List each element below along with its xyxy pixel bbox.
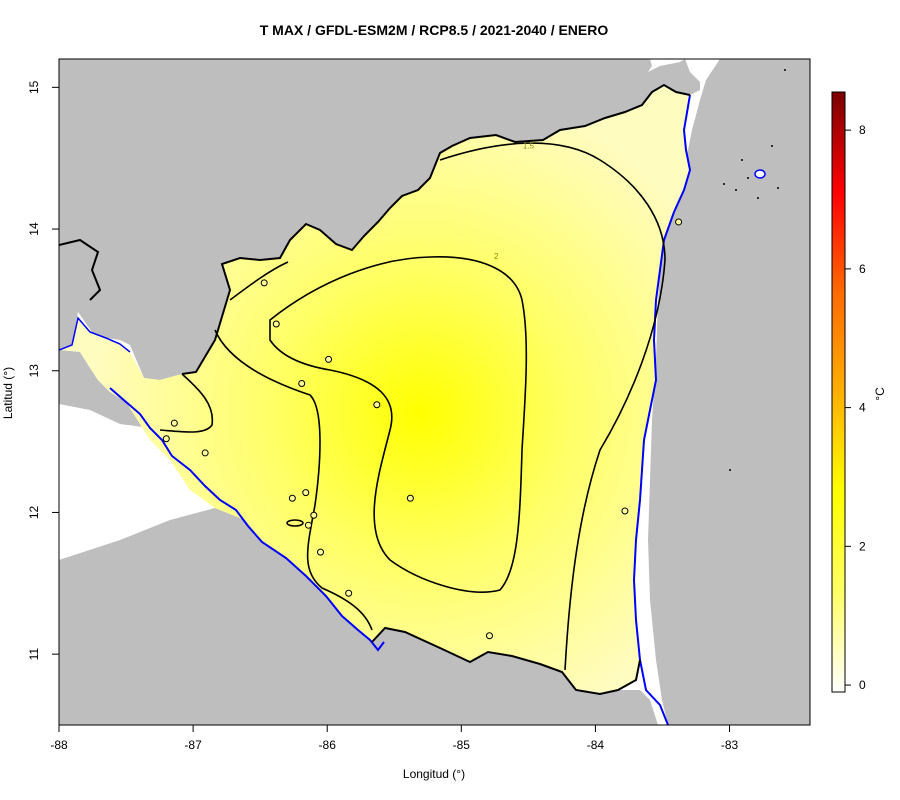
colorbar-tick-label: 2 bbox=[859, 539, 866, 553]
station-point bbox=[302, 489, 310, 497]
station-point bbox=[373, 401, 381, 409]
x-axis-label: Longitud (°) bbox=[403, 767, 465, 781]
northern-border bbox=[181, 83, 691, 375]
stations-layer bbox=[162, 218, 683, 640]
y-axis-label: Latitud (°) bbox=[1, 367, 15, 419]
map-panel: 1.5 2 bbox=[59, 59, 810, 725]
x-tick-label: -87 bbox=[184, 738, 202, 752]
station-point bbox=[170, 419, 178, 427]
x-tick-label: -86 bbox=[319, 738, 337, 752]
y-tick-label: 14 bbox=[27, 222, 41, 236]
colorbar-tick-label: 8 bbox=[859, 123, 866, 137]
y-tick-label: 15 bbox=[27, 80, 41, 94]
station-point bbox=[325, 355, 333, 363]
contour-1.5-north bbox=[439, 142, 666, 671]
lake-island bbox=[286, 519, 304, 527]
station-point bbox=[298, 379, 306, 387]
corn-island bbox=[754, 169, 766, 179]
island-dot bbox=[741, 159, 743, 161]
contour-label-1: 1.5 bbox=[523, 141, 535, 150]
caribbean-islands bbox=[723, 69, 786, 471]
island-dot bbox=[729, 469, 731, 471]
map-title: T MAX / GFDL-ESM2M / RCP8.5 / 2021-2040 … bbox=[260, 22, 609, 38]
station-point bbox=[310, 511, 318, 519]
station-point bbox=[162, 435, 170, 443]
station-point bbox=[406, 494, 414, 502]
y-tick-label: 11 bbox=[27, 648, 41, 661]
station-point bbox=[485, 632, 493, 640]
contour-1.5-southwest bbox=[214, 329, 373, 631]
island-dot bbox=[784, 69, 786, 71]
colorbar-tick-label: 4 bbox=[859, 401, 866, 415]
y-tick-label: 12 bbox=[27, 505, 41, 519]
pacific-coastline bbox=[109, 387, 385, 652]
colorbar-unit-label: °C bbox=[873, 387, 887, 401]
y-axis: 11 12 13 14 15 bbox=[27, 80, 59, 660]
x-tick-label: -83 bbox=[721, 738, 739, 752]
contours bbox=[159, 142, 666, 671]
x-tick-label: -84 bbox=[587, 738, 605, 752]
contour-2-inner bbox=[269, 256, 528, 593]
station-point bbox=[201, 449, 209, 457]
station-point bbox=[272, 320, 280, 328]
colorbar bbox=[831, 91, 846, 693]
island-dot bbox=[723, 183, 725, 185]
nicaragua-temperature-field bbox=[59, 85, 690, 694]
station-point bbox=[621, 507, 629, 515]
colorbar-tick-label: 6 bbox=[859, 262, 866, 276]
island-dot bbox=[735, 189, 737, 191]
station-point bbox=[317, 548, 325, 556]
x-tick-label: -88 bbox=[50, 738, 68, 752]
island-dot bbox=[747, 177, 749, 179]
station-point bbox=[675, 218, 683, 226]
caribbean-side-land bbox=[648, 59, 810, 725]
island-dot bbox=[757, 197, 759, 199]
station-point bbox=[288, 494, 296, 502]
caribbean-coastline bbox=[632, 94, 692, 725]
colorbar-tick-label: 0 bbox=[859, 678, 866, 692]
island-dot bbox=[771, 145, 773, 147]
contour-1.5-west bbox=[159, 261, 289, 433]
southern-border bbox=[371, 626, 641, 696]
costa-rica-land bbox=[59, 508, 658, 725]
station-point bbox=[260, 279, 268, 287]
x-tick-label: -85 bbox=[453, 738, 471, 752]
colorbar-ticks: 0 2 4 6 8 bbox=[845, 123, 866, 692]
station-point bbox=[304, 521, 312, 529]
island-dot bbox=[777, 187, 779, 189]
fonseca-coastline bbox=[59, 316, 131, 353]
honduras-west-border bbox=[59, 238, 102, 301]
plot-frame bbox=[58, 58, 811, 726]
y-tick-label: 13 bbox=[27, 364, 41, 378]
contour-label-2: 2 bbox=[494, 252, 499, 261]
x-axis: -88 -87 -86 -85 -84 -83 bbox=[50, 725, 739, 752]
station-point bbox=[345, 589, 353, 597]
